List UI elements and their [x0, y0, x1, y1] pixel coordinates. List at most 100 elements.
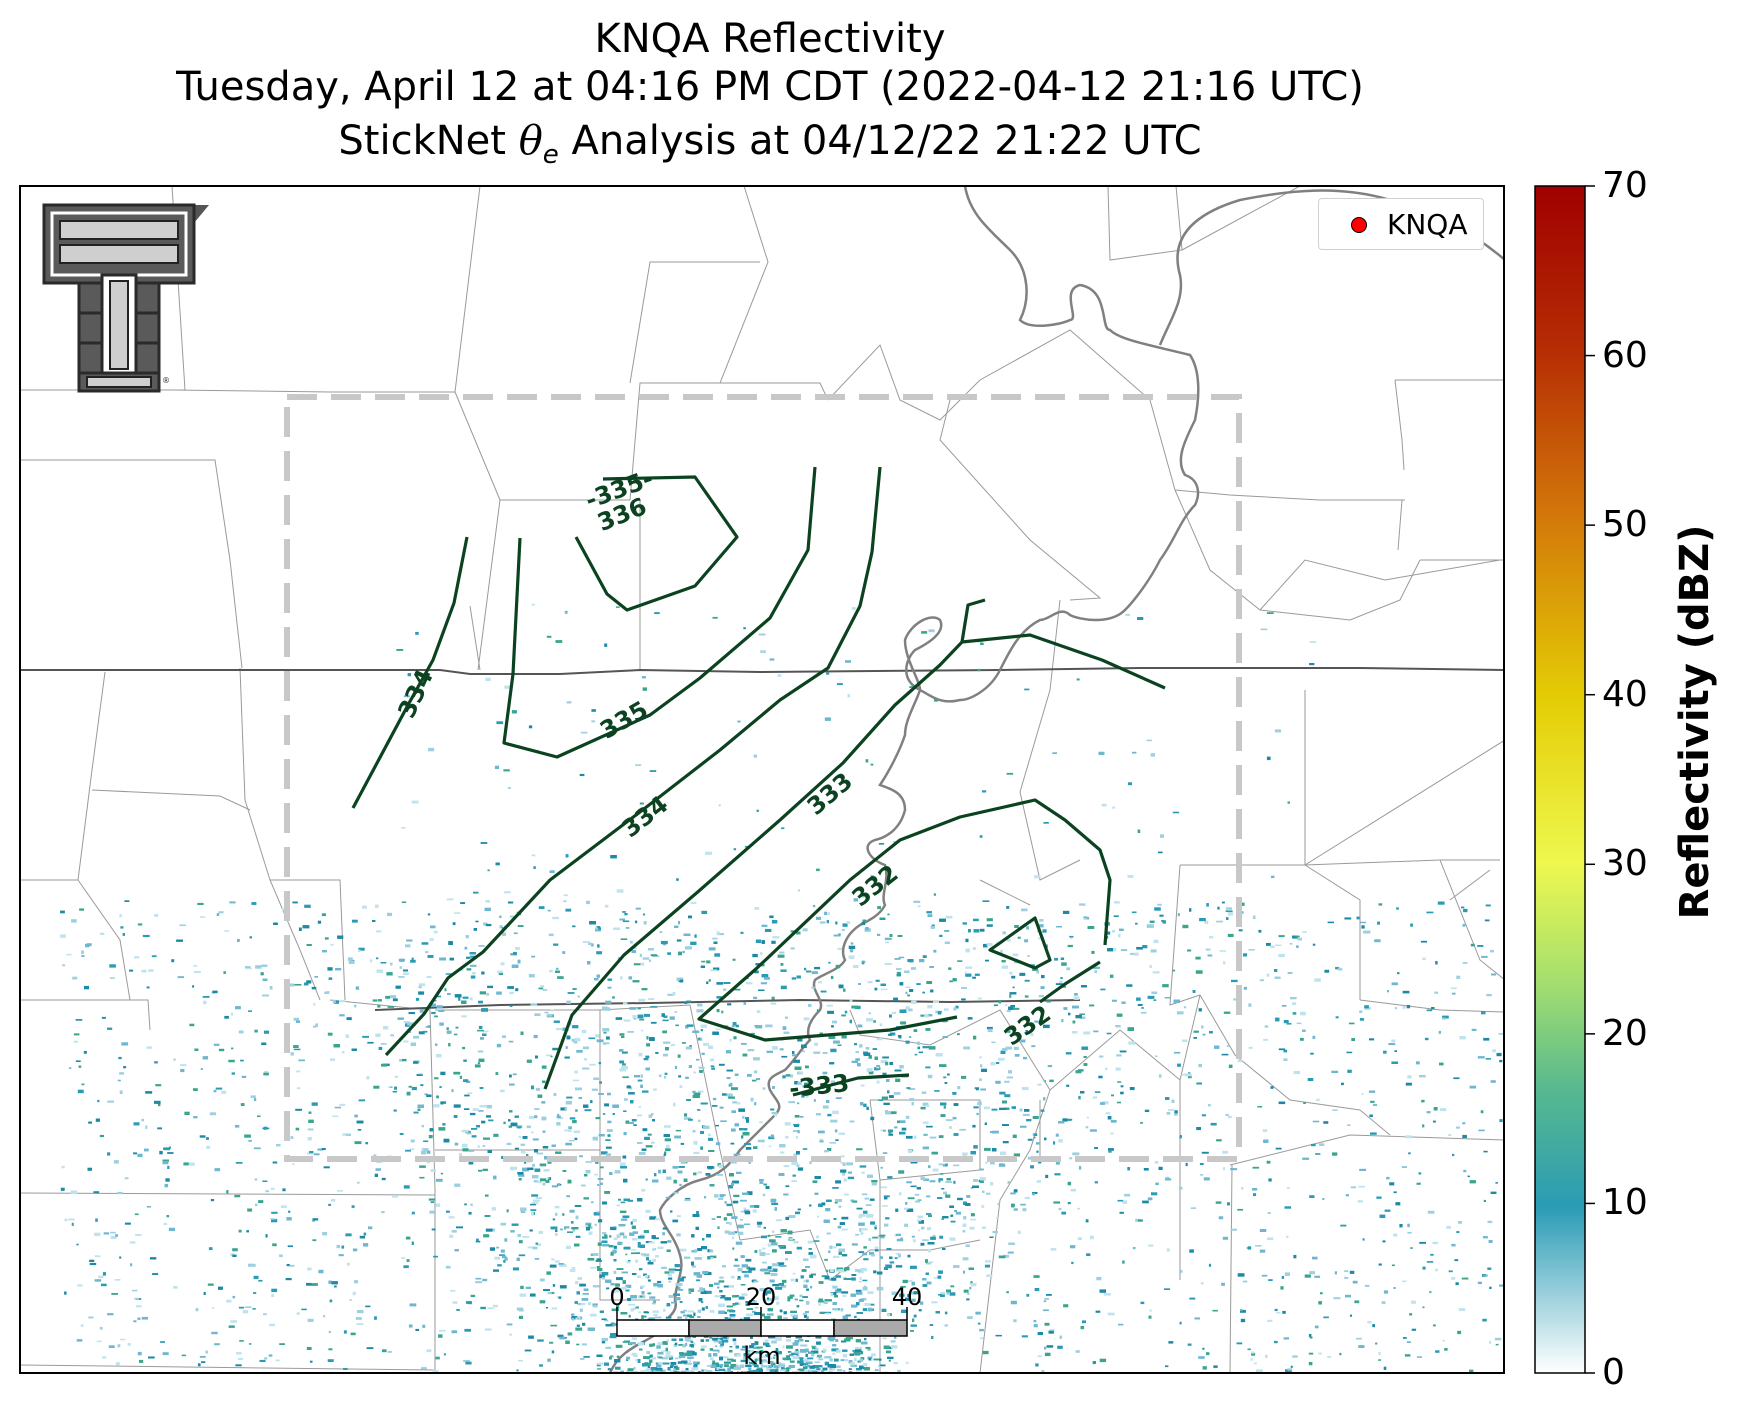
echo-pixel: [848, 945, 856, 949]
echo-pixel: [740, 1043, 747, 1045]
echo-pixel: [842, 1172, 845, 1176]
echo-pixel: [809, 1161, 812, 1165]
echo-pixel: [977, 1101, 982, 1106]
echo-pixel: [771, 1202, 779, 1205]
echo-pixel: [859, 1102, 864, 1106]
state-boundaries: [20, 667, 1504, 1011]
echo-pixel: [1041, 975, 1045, 979]
echo-pixel: [991, 1108, 998, 1111]
echo-pixel: [769, 1279, 775, 1283]
echo-pixel: [925, 1262, 932, 1265]
echo-pixel: [678, 1356, 681, 1360]
echo-pixel: [531, 955, 536, 958]
echo-pixel: [851, 1200, 858, 1203]
echo-pixel: [1063, 1007, 1068, 1010]
echo-pixel: [997, 1057, 1005, 1061]
echo-pixel: [883, 1102, 890, 1105]
echo-pixel: [803, 1017, 810, 1021]
echo-pixel: [603, 1031, 607, 1034]
echo-pixel: [905, 991, 908, 995]
echo-pixel: [970, 1187, 974, 1189]
echo-pixel: [675, 1357, 678, 1360]
echo-pixel: [731, 1359, 736, 1362]
echo-pixel: [726, 1077, 731, 1080]
echo-pixel: [799, 1299, 804, 1302]
echo-pixel: [649, 1216, 657, 1220]
echo-pixel: [836, 1349, 841, 1353]
echo-pixel: [855, 1233, 860, 1236]
echo-pixel: [786, 1367, 791, 1369]
echo-pixel: [717, 1163, 721, 1167]
echo-pixel: [789, 1360, 795, 1363]
echo-pixel: [920, 1242, 925, 1246]
echo-pixel: [719, 1345, 724, 1348]
echo-pixel: [700, 1146, 703, 1150]
echo-pixel: [740, 1219, 744, 1221]
echo-pixel: [656, 1345, 661, 1349]
echo-pixel: [890, 1032, 896, 1036]
echo-pixel: [1043, 1079, 1046, 1082]
echo-pixel: [712, 1337, 718, 1341]
echo-pixel: [909, 989, 914, 992]
echo-pixel: [848, 1368, 852, 1370]
echo-pixel: [607, 1134, 611, 1137]
echo-pixel: [1195, 956, 1201, 960]
echo-pixel: [876, 1080, 880, 1084]
echo-pixel: [717, 1226, 720, 1229]
echo-pixel: [834, 1289, 842, 1293]
echo-pixel: [477, 1062, 480, 1064]
echo-pixel: [1077, 1069, 1084, 1072]
echo-pixel: [293, 1017, 299, 1021]
echo-pixel: [741, 1135, 744, 1139]
echo-pixel: [1111, 948, 1117, 952]
echo-pixel: [805, 1340, 809, 1342]
echo-pixel: [772, 1086, 775, 1089]
echo-pixel: [646, 1350, 650, 1354]
echo-pixel: [824, 1311, 832, 1314]
echo-pixel: [1005, 1046, 1012, 1050]
echo-pixel: [717, 1351, 720, 1353]
echo-pixel: [959, 1128, 966, 1131]
echo-pixel: [565, 1142, 572, 1146]
echo-pixel: [931, 924, 935, 928]
echo-pixel: [439, 1086, 442, 1088]
echo-pixel: [442, 1123, 446, 1126]
echo-pixel: [224, 930, 230, 932]
echo-pixel: [715, 1365, 719, 1369]
echo-pixel: [785, 1074, 791, 1077]
echo-pixel: [637, 1079, 643, 1082]
echo-pixel: [849, 949, 854, 953]
echo-pixel: [1037, 1083, 1042, 1086]
echo-pixel: [1062, 1118, 1068, 1122]
echo-pixel: [582, 1293, 589, 1295]
echo-pixel: [466, 956, 471, 959]
echo-pixel: [766, 1354, 770, 1358]
echo-pixel: [531, 1202, 539, 1205]
echo-pixel: [732, 1101, 737, 1104]
echo-pixel: [1162, 920, 1166, 924]
echo-pixel: [1009, 994, 1012, 998]
echo-pixel: [934, 1090, 940, 1092]
echo-pixel: [844, 1010, 848, 1014]
echo-pixel: [1074, 993, 1078, 996]
echo-pixel: [848, 1171, 852, 1174]
echo-pixel: [785, 1136, 789, 1139]
echo-pixel: [861, 1171, 865, 1174]
echo-pixel: [322, 950, 327, 953]
echo-pixel: [838, 933, 841, 936]
echo-pixel: [826, 1004, 833, 1007]
echo-pixel: [486, 992, 489, 996]
echo-pixel: [604, 1319, 609, 1322]
echo-pixel: [615, 1283, 620, 1287]
echo-pixel: [675, 1129, 681, 1132]
echo-pixel: [424, 1093, 428, 1096]
echo-pixel: [979, 1078, 982, 1081]
echo-pixel: [566, 1195, 571, 1198]
echo-pixel: [884, 1223, 889, 1227]
echo-pixel: [776, 1301, 780, 1305]
echo-pixel: [698, 1090, 704, 1093]
echo-pixel: [688, 1359, 692, 1363]
echo-pixel: [591, 1088, 598, 1091]
echo-pixel: [796, 1246, 802, 1250]
echo-pixel: [919, 959, 925, 963]
